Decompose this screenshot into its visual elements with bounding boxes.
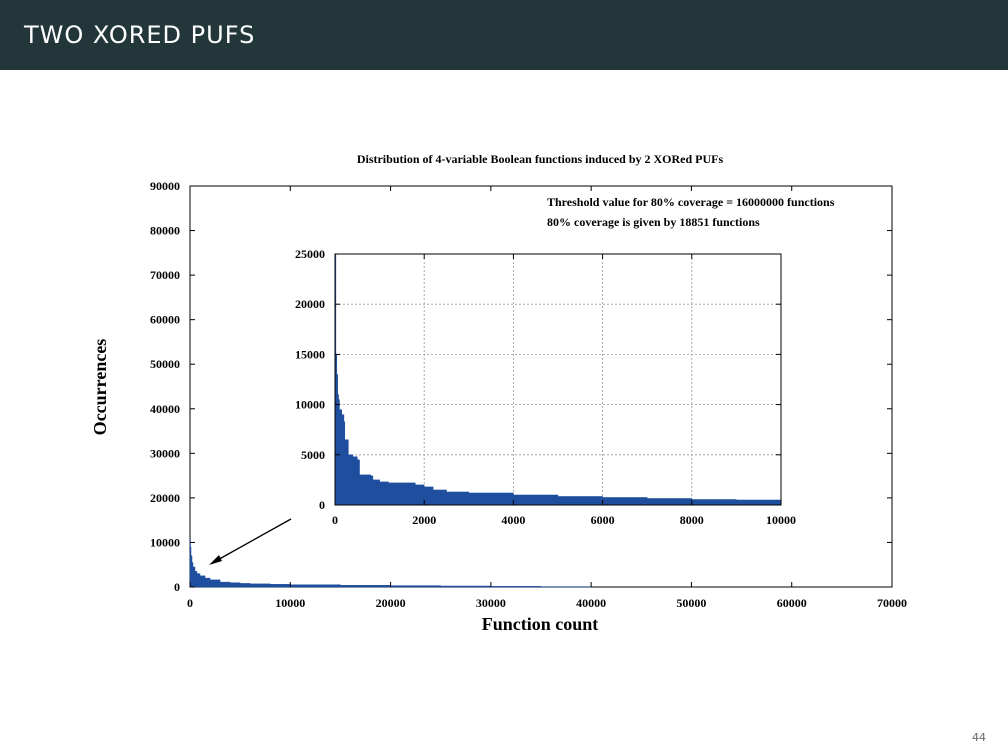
inset-grid (335, 254, 781, 505)
main-x-tick-label: 20000 (376, 596, 406, 610)
inset-y-tick-label: 20000 (295, 297, 325, 311)
inset-plot-frame (334, 253, 782, 506)
slide-header: TWO XORED PUFS (0, 0, 1008, 70)
main-y-tick-label: 10000 (150, 535, 180, 549)
main-area (189, 537, 592, 588)
inset-y-tick-label: 5000 (301, 448, 325, 462)
main-x-tick-label: 60000 (777, 596, 807, 610)
zoom-arrow (209, 518, 292, 565)
main-chart: Distribution of 4-variable Boolean funct… (90, 152, 907, 634)
inset-x-tick-label: 0 (332, 513, 338, 527)
page-number: 44 (972, 731, 986, 744)
main-y-tick-label: 30000 (150, 446, 180, 460)
inset-x-tick-label: 2000 (412, 513, 436, 527)
inset-area (334, 253, 782, 506)
inset-x-tick-label: 8000 (680, 513, 704, 527)
inset-x-tick-label: 4000 (501, 513, 525, 527)
main-y-tick-label: 80000 (150, 224, 180, 238)
main-y-tick-label: 0 (174, 580, 180, 594)
main-y-tick-label: 70000 (150, 268, 180, 282)
chart-annotation-threshold: Threshold value for 80% coverage = 16000… (547, 195, 835, 209)
slide-title: TWO XORED PUFS (24, 21, 256, 49)
inset-y-tick-label: 25000 (295, 247, 325, 261)
main-y-tick-label: 60000 (150, 313, 180, 327)
main-x-tick-label: 40000 (576, 596, 606, 610)
chart-title: Distribution of 4-variable Boolean funct… (357, 152, 724, 166)
main-y-tick-label: 50000 (150, 357, 180, 371)
main-y-tick-label: 40000 (150, 402, 180, 416)
inset-y-tick-label: 10000 (295, 398, 325, 412)
main-x-tick-label: 10000 (275, 596, 305, 610)
main-y-tick-label: 20000 (150, 491, 180, 505)
inset-chart: 0 2000 4000 6000 8000 10000 0 5000 10000 15000 20… (295, 247, 796, 527)
inset-y-tick-label: 0 (319, 498, 325, 512)
main-series (189, 537, 592, 588)
main-x-tick-label: 50000 (676, 596, 706, 610)
main-x-tick-label: 70000 (877, 596, 907, 610)
main-y-tick-label: 90000 (150, 179, 180, 193)
inset-y-tick-label: 15000 (295, 347, 325, 361)
chart-annotation-coverage: 80% coverage is given by 18851 functions (547, 215, 760, 229)
y-axis-label: Occurrences (90, 339, 110, 436)
main-x-tick-label: 30000 (476, 596, 506, 610)
inset-x-tick-label: 6000 (591, 513, 615, 527)
main-x-tick-label: 0 (187, 596, 193, 610)
inset-series (334, 253, 782, 506)
inset-x-tick-label: 10000 (766, 513, 796, 527)
x-axis-label: Function count (482, 614, 599, 634)
